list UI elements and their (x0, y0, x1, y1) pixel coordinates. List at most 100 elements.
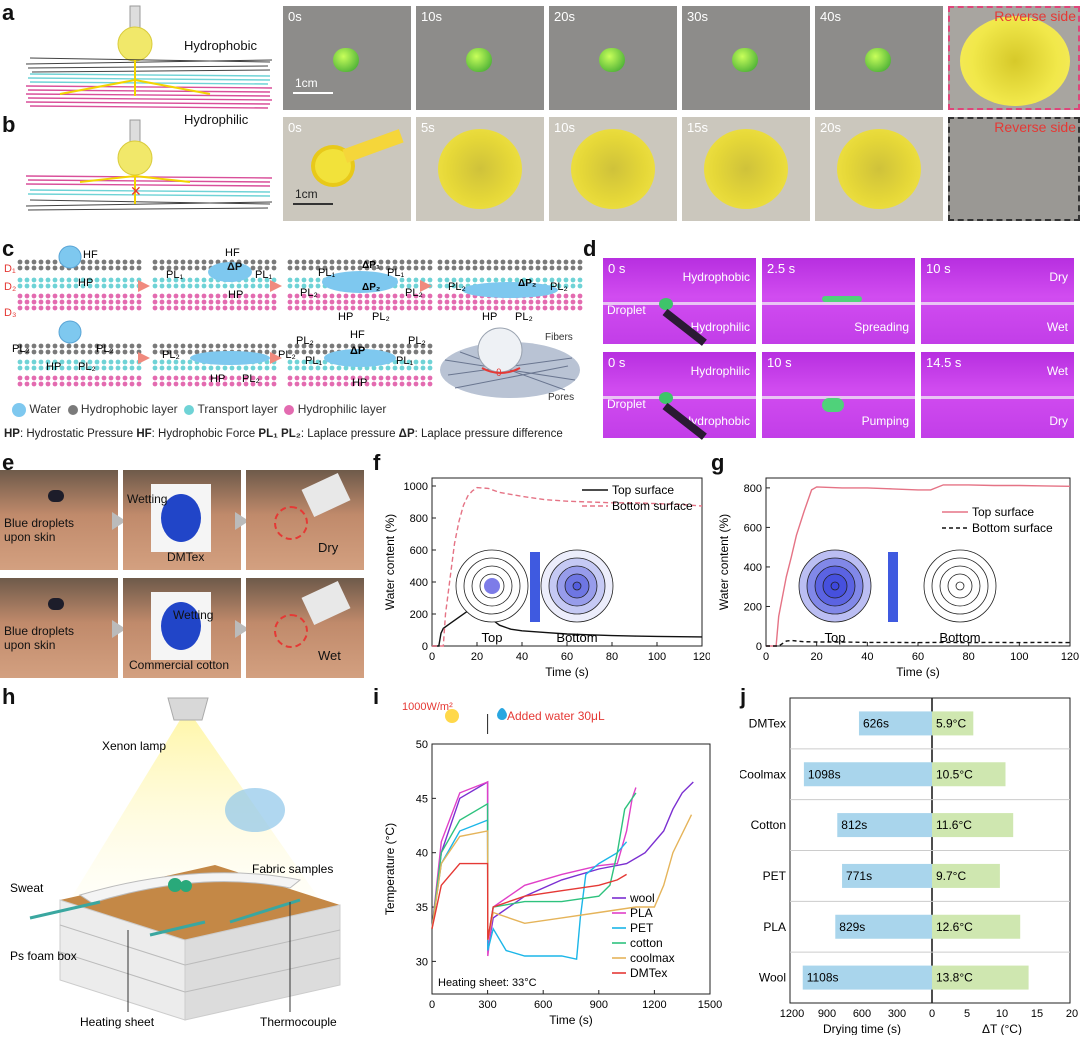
droplet-icon (659, 392, 673, 404)
layer-dot (392, 343, 398, 349)
layer-dot (166, 343, 172, 349)
layer-dot (287, 277, 293, 283)
layer-dot (301, 293, 307, 299)
layer-dot (329, 305, 335, 311)
layer-dot (514, 259, 520, 265)
time-label: 10s (421, 9, 442, 24)
layer-dot (514, 277, 520, 283)
layer-bottom-label: Hydrophilic (690, 320, 750, 334)
layer-dot (444, 305, 450, 311)
layer-dot (343, 375, 349, 381)
layer-dot (87, 381, 93, 387)
inset-label-bottom: Bottom (556, 630, 597, 645)
layer-dot (420, 365, 426, 371)
interface-line (603, 302, 756, 305)
layer-dot (87, 265, 93, 271)
layer-dot (38, 277, 44, 283)
inset-ring (572, 581, 582, 591)
layer-dot (465, 265, 471, 271)
layer-dot (329, 365, 335, 371)
layer-dot (392, 375, 398, 381)
layer-dot (101, 375, 107, 381)
x-tick-label: 80 (963, 651, 975, 663)
layer-dot (166, 375, 172, 381)
layer-dot (549, 299, 555, 305)
layer-dot (159, 359, 165, 365)
layer-dot (472, 299, 478, 305)
x-tick-label: 0 (429, 999, 435, 1011)
layer-dot (315, 343, 321, 349)
layer-dot (399, 349, 405, 355)
x-tick-label: 0 (929, 1008, 935, 1020)
layer-dot (343, 299, 349, 305)
layer-dot (201, 293, 207, 299)
yellow-stain (960, 16, 1070, 106)
layer-dot (451, 299, 457, 305)
layer-dot (528, 299, 534, 305)
layer-dot (287, 359, 293, 365)
inset-label-bottom: Bottom (939, 630, 980, 645)
layer-dot (343, 365, 349, 371)
layer-dot (31, 349, 37, 355)
result-label: Wet (318, 648, 341, 663)
layer-dot (406, 277, 412, 283)
label-hydrophilic: Hydrophilic (184, 112, 249, 127)
series-line-top-surface (432, 606, 703, 647)
layer-dot (215, 365, 221, 371)
layer-dot (166, 259, 172, 265)
photo-b-frame: 5s (416, 117, 544, 221)
panel-label-d: d (583, 236, 597, 261)
panel-label-g: g (711, 450, 725, 475)
layer-dot (136, 305, 142, 311)
layer-dot (549, 265, 555, 271)
layer-dot (122, 349, 128, 355)
dp1-label: ΔP₁ (362, 260, 380, 271)
photo-d-frame: 0 s Hydrophobic Hydrophilic Droplet (603, 258, 756, 346)
layer-dot (294, 299, 300, 305)
photo-d-frame: 10 s Pumping (762, 352, 915, 438)
x-tick-label: 20 (471, 651, 483, 663)
layer-dot (371, 259, 377, 265)
layer-dot (94, 265, 100, 271)
bar-label-left: 829s (839, 920, 865, 934)
y-tick-label: 35 (416, 902, 428, 914)
label-hydrophobic: Hydrophobic (184, 38, 257, 53)
layer-dot (378, 343, 384, 349)
hf-label: HF (350, 329, 365, 341)
layer-dot (343, 293, 349, 299)
x-tick-label: 600 (853, 1008, 871, 1020)
layer-dot (187, 305, 193, 311)
layer-dot (528, 305, 534, 311)
hp-label: HP (338, 311, 353, 323)
x-tick-label: 60 (561, 651, 573, 663)
x-tick-label: 600 (534, 999, 552, 1011)
layer-dot (357, 343, 363, 349)
photo-a-frame: 0s 1cm (283, 6, 411, 110)
layer-dot (66, 381, 72, 387)
layer-dot (173, 343, 179, 349)
layer-dot (271, 349, 277, 355)
layer-dot (301, 305, 307, 311)
caption: Blue droplets upon skin (4, 624, 75, 652)
layer-dot (187, 375, 193, 381)
layer-dot (108, 293, 114, 299)
layer-dot (136, 365, 142, 371)
layer-dot (73, 277, 79, 283)
layer-dot (38, 265, 44, 271)
layer-dot (122, 375, 128, 381)
photo-b-frame: 0s 1cm (283, 117, 411, 221)
photo-b-frame: 10s (549, 117, 677, 221)
photo-a-frame: 40s (815, 6, 943, 110)
layer-dot (301, 365, 307, 371)
layer-dot (563, 283, 569, 289)
layer-dot (287, 299, 293, 305)
layer-dot (427, 259, 433, 265)
layer-dot (371, 365, 377, 371)
layer-dot (294, 365, 300, 371)
layer-dot (122, 265, 128, 271)
layer-dot (129, 375, 135, 381)
layer-dot (308, 265, 314, 271)
layer-dot (166, 381, 172, 387)
layer-dot (187, 359, 193, 365)
layer-dot (315, 259, 321, 265)
